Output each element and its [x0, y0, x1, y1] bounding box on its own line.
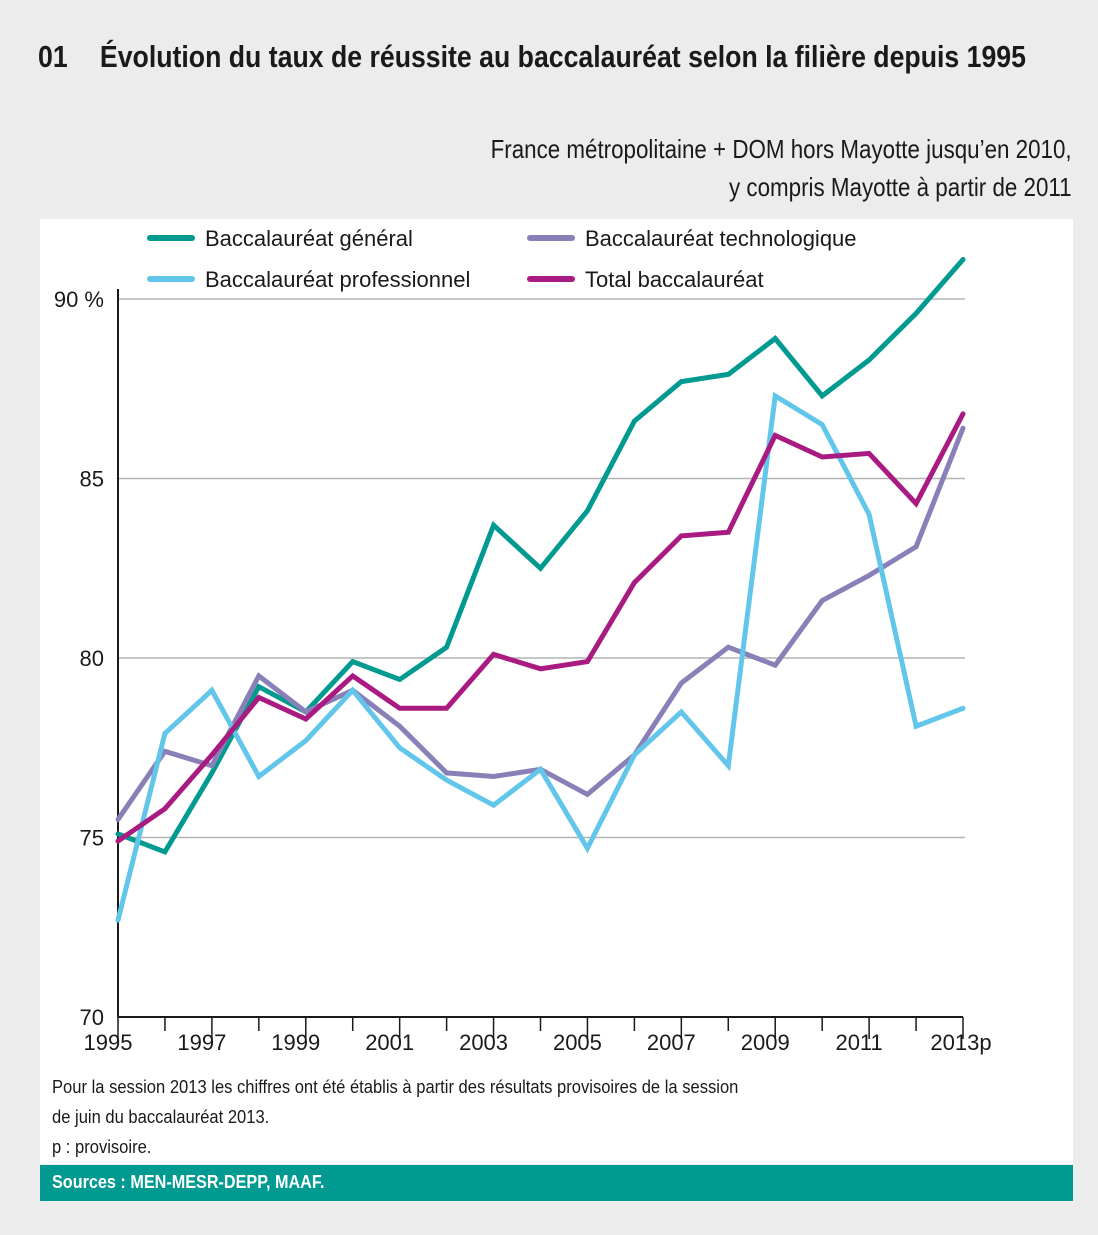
x-tick-label: 1995 [84, 1030, 133, 1055]
line-chart: 70 75 80 85 90 % 1995 1997 1999 2001 2003 2005 2007… [54, 226, 992, 1055]
sources-bar: Sources : MEN-MESR-DEPP, MAAF. [40, 1165, 1073, 1201]
chart-subtitle: France métropolitaine + DOM hors Mayotte… [491, 130, 1072, 206]
note-line-2: de juin du baccalauréat 2013. [52, 1107, 270, 1127]
chart-panel: 70 75 80 85 90 % 1995 1997 1999 2001 2003 2005 2007… [40, 219, 1073, 1164]
axes: 70 75 80 85 90 % 1995 1997 1999 2001 2003 2005 2007… [54, 287, 992, 1055]
x-tick-label: 2011 [835, 1030, 882, 1055]
series-lines [115, 257, 966, 923]
x-tick-label: 2005 [553, 1030, 602, 1055]
x-tick-label: 2003 [459, 1030, 508, 1055]
y-tick-label: 70 [80, 1005, 104, 1030]
x-tick-label: 1997 [177, 1030, 226, 1055]
sources-text: Sources : MEN-MESR-DEPP, MAAF. [52, 1172, 325, 1192]
x-tick-label: 2001 [365, 1030, 414, 1055]
series-line-1 [115, 425, 966, 822]
x-tick-label: 2009 [741, 1030, 790, 1055]
y-tick-label: 75 [80, 826, 104, 851]
legend: Baccalauréat général Baccalauréat technol… [147, 226, 857, 292]
chart-title-text: Évolution du taux de réussite au baccala… [99, 39, 1026, 74]
note-line-3: p : provisoire. [52, 1137, 152, 1157]
subtitle-line-2: y compris Mayotte à partir de 2011 [729, 172, 1072, 202]
subtitle-line-1: France métropolitaine + DOM hors Mayotte… [490, 134, 1072, 164]
x-tick-label: 1999 [271, 1030, 320, 1055]
series-line-0 [115, 257, 966, 855]
y-tick-label: 85 [80, 467, 104, 492]
legend-label: Total baccalauréat [585, 267, 764, 292]
note-line-1: Pour la session 2013 les chiffres ont ét… [52, 1077, 739, 1097]
chart-number: 01 [38, 39, 68, 74]
x-tick-label: 2013p [930, 1030, 991, 1055]
x-tick-label: 2007 [647, 1030, 696, 1055]
series-line-2 [115, 391, 966, 923]
legend-label: Baccalauréat professionnel [205, 267, 470, 292]
y-tick-label: 90 % [54, 287, 104, 312]
y-tick-label: 80 [80, 646, 104, 671]
series-line-3 [115, 411, 966, 844]
legend-label: Baccalauréat général [205, 226, 413, 251]
legend-label: Baccalauréat technologique [585, 226, 857, 251]
gridlines [118, 298, 965, 839]
